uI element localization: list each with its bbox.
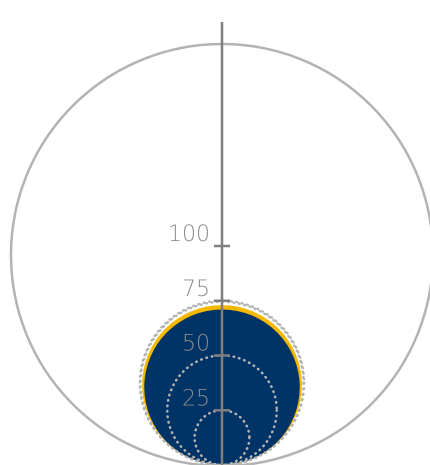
axis-ticks (214, 244, 230, 412)
axis-tick-labels: 25 50 75 100 (168, 222, 210, 411)
axis-tick-label-50: 50 (182, 332, 210, 357)
dotted-circle-25 (193, 409, 251, 465)
axis-tick-label-25: 25 (182, 386, 210, 411)
axis-tick-label-100: 100 (168, 222, 210, 247)
axis-tick-label-75: 75 (182, 277, 210, 302)
